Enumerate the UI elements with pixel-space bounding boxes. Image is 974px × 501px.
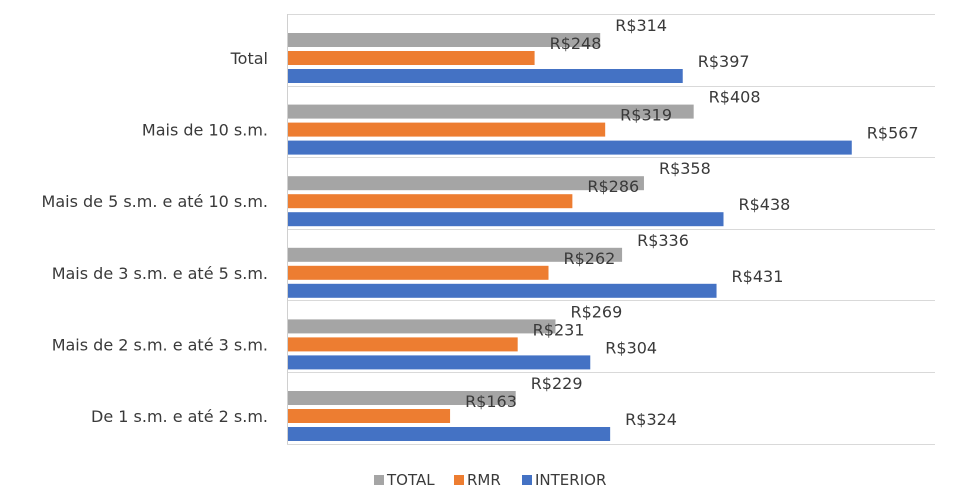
legend-label: RMR — [467, 471, 501, 489]
bar-rmr — [288, 337, 518, 352]
bar-interior — [288, 212, 724, 227]
label-layer: Total R$314 R$248 R$397 Mais de 10 s.m. R$408… — [42, 16, 919, 429]
value-label: R$286 — [587, 177, 639, 196]
bar-interior — [288, 69, 683, 83]
category-label: Mais de 2 s.m. e até 3 s.m. — [52, 335, 268, 354]
bar-layer — [288, 33, 852, 441]
category-label: De 1 s.m. e até 2 s.m. — [91, 407, 268, 426]
bar-total — [288, 33, 601, 47]
legend-swatch — [454, 475, 464, 485]
bar-interior — [288, 355, 591, 370]
category-label: Mais de 10 s.m. — [142, 121, 268, 140]
value-label: R$358 — [659, 159, 711, 178]
value-label: R$314 — [615, 16, 667, 35]
bar-total — [288, 176, 644, 191]
bar-total — [288, 391, 516, 405]
value-label: R$262 — [564, 249, 616, 268]
bar-interior — [288, 283, 717, 298]
value-label: R$336 — [637, 231, 689, 250]
legend-swatch — [374, 475, 384, 485]
legend: TOTAL RMR INTERIOR — [374, 471, 606, 489]
value-label: R$163 — [465, 392, 517, 411]
bar-interior — [288, 140, 852, 155]
category-label: Mais de 3 s.m. e até 5 s.m. — [52, 264, 268, 283]
value-label: R$431 — [732, 267, 784, 286]
bar-total — [288, 319, 556, 334]
bar-rmr — [288, 122, 606, 137]
value-label: R$408 — [709, 88, 761, 107]
grid-layer — [287, 14, 935, 445]
legend-label: INTERIOR — [535, 471, 606, 489]
bar-total — [288, 247, 623, 262]
bar-interior — [288, 427, 611, 441]
value-label: R$567 — [867, 124, 919, 143]
value-label: R$229 — [531, 374, 583, 393]
legend-swatch — [522, 475, 532, 485]
value-label: R$397 — [698, 52, 750, 71]
bar-total — [288, 104, 694, 119]
bar-rmr — [288, 409, 451, 423]
category-label: Total — [230, 49, 268, 68]
bar-rmr — [288, 194, 573, 209]
value-label: R$231 — [533, 320, 585, 339]
bar-rmr — [288, 51, 535, 65]
value-label: R$304 — [605, 338, 657, 357]
value-label: R$248 — [550, 34, 602, 53]
legend-label: TOTAL — [386, 471, 435, 489]
value-label: R$324 — [625, 410, 677, 429]
value-label: R$269 — [570, 302, 622, 321]
value-label: R$438 — [739, 195, 791, 214]
legend-item-interior: INTERIOR — [522, 471, 606, 489]
legend-item-rmr: RMR — [454, 471, 501, 489]
value-label: R$319 — [620, 106, 672, 125]
legend-item-total: TOTAL — [374, 471, 435, 489]
category-label: Mais de 5 s.m. e até 10 s.m. — [42, 192, 268, 211]
bar-rmr — [288, 265, 549, 280]
